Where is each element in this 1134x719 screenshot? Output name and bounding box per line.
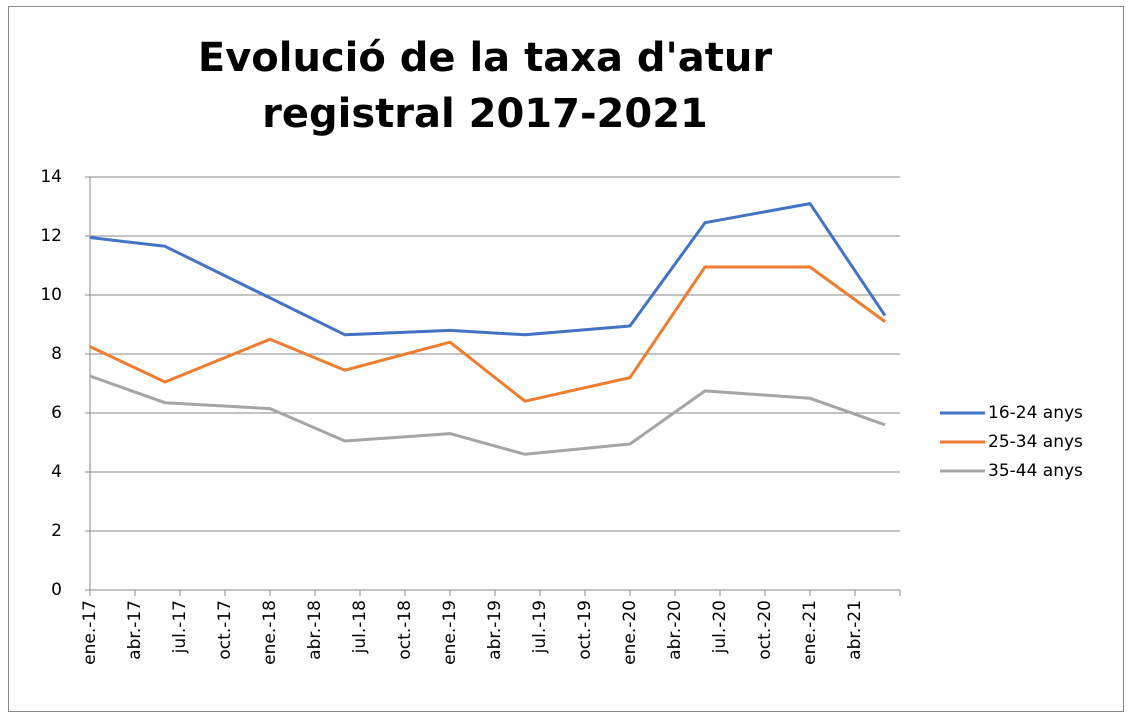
y-tick-label: 14: [40, 167, 62, 187]
x-tick-label: oct.-19: [575, 600, 595, 660]
x-tick-label: oct.-20: [755, 600, 775, 660]
y-tick-label: 4: [51, 462, 62, 482]
x-tick-label: abr.-17: [125, 600, 145, 660]
x-tick-label: jul.-18: [350, 600, 370, 654]
chart-frame: [8, 6, 1124, 712]
x-tick-label: jul.-19: [530, 600, 550, 654]
series-line: [89, 374, 886, 456]
y-tick-label: 6: [51, 403, 62, 423]
x-tick-label: oct.-17: [215, 600, 235, 660]
x-tick-label: ene.-19: [440, 600, 460, 665]
x-tick-label: ene.-20: [620, 600, 640, 665]
x-tick-label: ene.-17: [80, 600, 100, 665]
x-tick-label: abr.-18: [305, 600, 325, 660]
series-line: [89, 265, 886, 403]
legend-label: 16-24 anys: [988, 403, 1083, 423]
x-tick-label: jul.-17: [170, 600, 190, 654]
legend-label: 35-44 anys: [988, 461, 1083, 481]
y-tick-label: 12: [40, 226, 62, 246]
x-tick-label: abr.-19: [485, 600, 505, 660]
x-tick-label: jul.-20: [710, 600, 730, 654]
x-tick-label: abr.-20: [665, 600, 685, 660]
series-line: [89, 202, 887, 337]
x-tick-label: ene.-18: [260, 600, 280, 665]
x-tick-label: abr.-21: [845, 600, 865, 660]
y-tick-label: 2: [51, 521, 62, 541]
y-tick-label: 8: [51, 344, 62, 364]
legend-label: 25-34 anys: [988, 432, 1083, 452]
x-tick-label: oct.-18: [395, 600, 415, 660]
x-tick-label: ene.-21: [800, 600, 820, 665]
y-tick-label: 10: [40, 285, 62, 305]
y-tick-label: 0: [51, 580, 62, 600]
chart-title: Evolució de la taxa d'atur registral 201…: [197, 35, 773, 137]
